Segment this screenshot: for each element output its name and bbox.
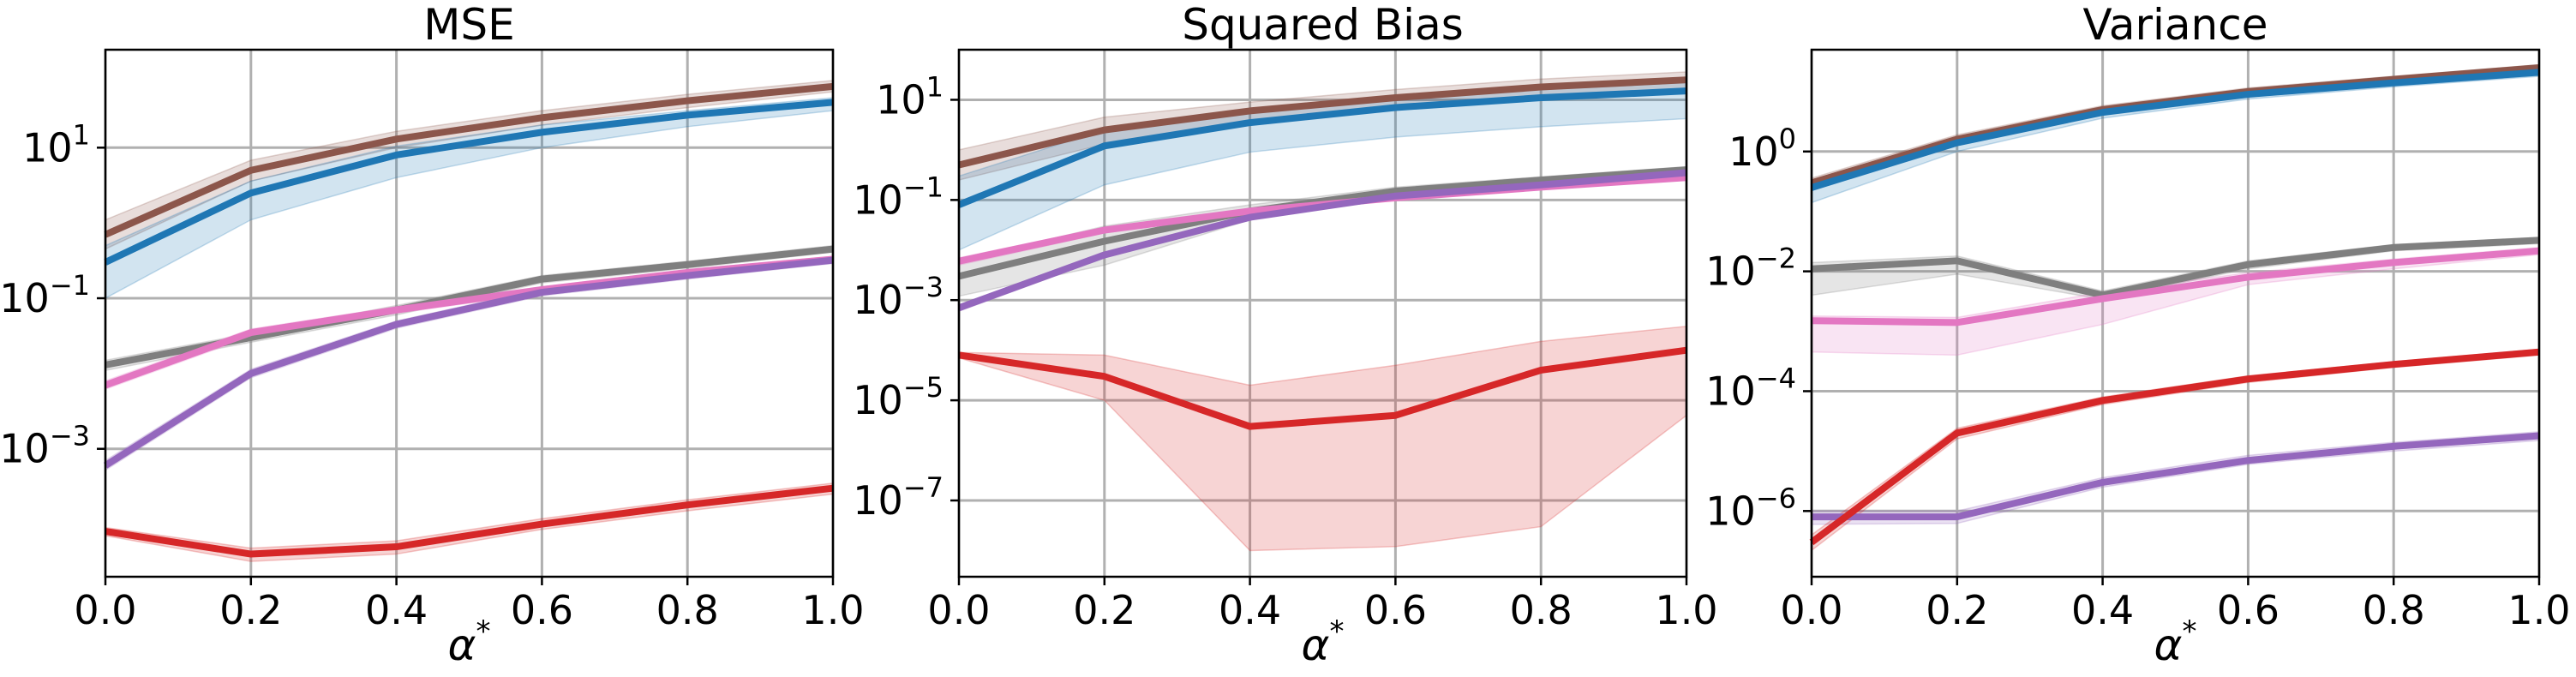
series-line-brown bbox=[1810, 64, 2540, 187]
series-line-red bbox=[105, 484, 834, 558]
series-line-purple bbox=[957, 169, 1687, 312]
series-line-brown bbox=[104, 82, 834, 238]
x-tick-label: 0.0 bbox=[74, 587, 136, 633]
x-tick-label: 1.0 bbox=[801, 587, 864, 633]
confidence-band-red bbox=[958, 325, 1687, 552]
confidence-band-blue bbox=[1811, 69, 2540, 204]
x-tick-label: 1.0 bbox=[2507, 587, 2570, 633]
chart-title: MSE bbox=[423, 0, 514, 50]
plot-frame bbox=[1810, 48, 2541, 578]
y-tick-label: 10−6 bbox=[1705, 482, 1796, 534]
series-line-purple bbox=[103, 256, 834, 469]
subplot-3: 0.0 0.2 0.4 0.6 0.8 1.0 100 10−2 10−4 10−6 Varianc… bbox=[1705, 0, 2570, 670]
x-tick-label: 0.8 bbox=[656, 587, 719, 633]
series-line-blue bbox=[957, 87, 1687, 208]
x-tick-label: 1.0 bbox=[1655, 587, 1717, 633]
x-tick-label: 0.4 bbox=[2071, 587, 2134, 633]
y-tick-label: 100 bbox=[1728, 123, 1796, 175]
x-tick-label: 0.2 bbox=[1926, 587, 1988, 633]
y-tick-label: 10−1 bbox=[853, 171, 944, 223]
y-tick-label: 10−3 bbox=[853, 271, 944, 323]
x-tick-label: 0.0 bbox=[927, 587, 990, 633]
x-axis-label: α* bbox=[448, 614, 491, 670]
x-tick-label: 0.6 bbox=[2217, 587, 2279, 633]
y-tick-label: 10−1 bbox=[0, 269, 90, 321]
x-tick-label: 0.0 bbox=[1780, 587, 1842, 633]
y-tick-label: 101 bbox=[876, 70, 944, 123]
series-line-blue bbox=[104, 99, 834, 266]
y-tick-label: 101 bbox=[22, 118, 90, 171]
x-tick-label: 0.2 bbox=[1073, 587, 1135, 633]
confidence-band-purple bbox=[105, 256, 834, 472]
x-tick-label: 0.4 bbox=[365, 587, 428, 633]
subplot-1: 0.0 0.2 0.4 0.6 0.8 1.0 101 10−1 10−3 MSE α* bbox=[0, 0, 865, 670]
y-tick-label: 10−2 bbox=[1705, 243, 1796, 295]
y-tick-label: 10−5 bbox=[853, 371, 944, 423]
x-tick-label: 0.6 bbox=[511, 587, 573, 633]
y-tick-label: 10−7 bbox=[853, 471, 944, 524]
x-tick-label: 0.8 bbox=[1510, 587, 1573, 633]
series-line-blue bbox=[1810, 69, 2540, 191]
x-tick-label: 0.4 bbox=[1219, 587, 1281, 633]
subplot-2: 0.0 0.2 0.4 0.6 0.8 1.0 101 10−1 10−3 10−5 10−7 Squ… bbox=[853, 0, 1717, 670]
x-axis-label: α* bbox=[2154, 614, 2197, 670]
series-line-red bbox=[1809, 348, 2540, 546]
series-line-pink bbox=[104, 255, 834, 389]
chart-title: Squared Bias bbox=[1182, 0, 1464, 50]
x-tick-label: 0.8 bbox=[2363, 587, 2425, 633]
chart-title: Variance bbox=[2083, 0, 2268, 50]
series-line-gray bbox=[1811, 237, 2540, 299]
x-tick-label: 0.6 bbox=[1364, 587, 1427, 633]
y-tick-label: 10−4 bbox=[1705, 362, 1796, 414]
confidence-band-pink bbox=[105, 255, 834, 391]
plot-frame bbox=[104, 48, 835, 578]
series-line-brown bbox=[958, 76, 1687, 169]
x-tick-label: 0.2 bbox=[219, 587, 282, 633]
series-line-purple bbox=[1812, 432, 2540, 521]
x-axis-label: α* bbox=[1302, 614, 1345, 670]
plot-frame bbox=[957, 48, 1688, 578]
series-line-red bbox=[958, 346, 1687, 430]
series-line-pink bbox=[1811, 247, 2540, 327]
y-tick-label: 10−3 bbox=[0, 420, 90, 472]
